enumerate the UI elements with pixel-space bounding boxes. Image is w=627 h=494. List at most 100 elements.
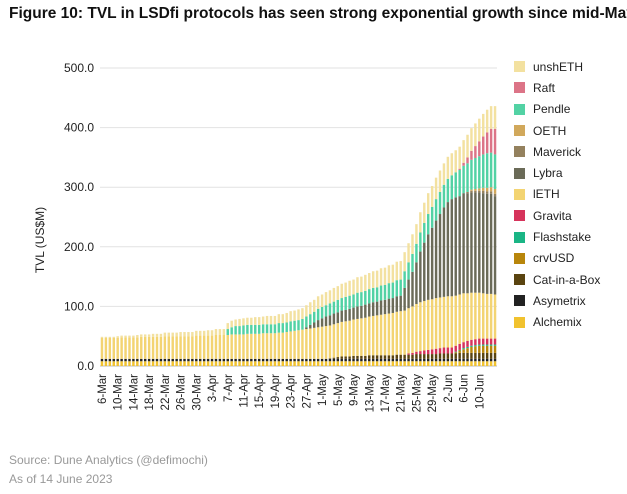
bar-stack (462, 140, 465, 366)
bar-stack (242, 318, 245, 366)
bar-stack (206, 330, 210, 366)
bar-segment (293, 361, 296, 366)
bar-stack (340, 283, 343, 366)
bar-segment (167, 336, 171, 359)
x-tick-label: 10-Mar (113, 374, 125, 411)
legend-swatch (514, 295, 525, 307)
bar-segment (328, 303, 332, 316)
bar-segment (112, 361, 115, 366)
x-tick-label: 21-May (396, 374, 408, 413)
bar-segment (269, 333, 273, 359)
bar-segment (462, 140, 465, 163)
bar-segment (124, 361, 127, 366)
bar-segment (474, 339, 477, 346)
bar-segment (257, 358, 261, 362)
bar-segment (478, 118, 481, 142)
bar-segment (454, 358, 457, 362)
bar-stack (289, 311, 292, 366)
bar-segment (316, 320, 320, 328)
bar-segment (250, 324, 253, 334)
bar-segment (214, 335, 218, 359)
bar-segment (112, 336, 115, 338)
bar-segment (462, 361, 465, 366)
bar-segment (238, 358, 241, 362)
bar-segment (489, 128, 493, 153)
bar-segment (493, 352, 497, 359)
bar-segment (485, 293, 489, 339)
bar-stack (482, 113, 485, 366)
bar-segment (344, 356, 347, 359)
bar-segment (289, 311, 292, 322)
bar-segment (474, 190, 477, 193)
bar-segment (415, 243, 418, 263)
bar-segment (458, 349, 461, 351)
bar-stack (415, 224, 418, 366)
bar-segment (489, 152, 493, 188)
legend-label: Maverick (533, 144, 582, 159)
bar-segment (446, 156, 450, 179)
bar-segment (230, 327, 233, 335)
bar-segment (485, 153, 489, 188)
bar-segment (387, 355, 391, 359)
bar-segment (230, 361, 233, 366)
bar-segment (458, 196, 461, 295)
bar-segment (336, 358, 340, 362)
bar-segment (395, 261, 398, 281)
bar-segment (316, 358, 320, 362)
bar-segment (482, 338, 485, 345)
bar-segment (423, 222, 426, 243)
legend-item: lETH (514, 184, 624, 205)
bar-segment (320, 318, 324, 327)
bar-segment (356, 277, 359, 293)
bar-segment (383, 314, 387, 356)
x-tick-label: 3-Apr (207, 374, 219, 402)
bar-stack (222, 329, 226, 366)
bar-segment (403, 252, 406, 272)
bar-segment (120, 335, 123, 338)
bar-segment (104, 358, 108, 362)
bar-segment (155, 361, 159, 366)
bar-segment (430, 186, 434, 207)
bar-segment (364, 358, 367, 362)
as-of-note: As of 14 June 2023 (9, 472, 113, 486)
bar-segment (368, 303, 371, 317)
bar-segment (458, 168, 461, 170)
bar-segment (356, 306, 359, 319)
bar-segment (324, 305, 328, 317)
bar-segment (493, 193, 497, 197)
bar-stack (159, 333, 163, 366)
bar-segment (485, 132, 489, 154)
bar-segment (147, 334, 151, 337)
bar-segment (293, 310, 296, 321)
bar-segment (242, 334, 245, 359)
bar-segment (426, 349, 430, 355)
legend-swatch (514, 146, 525, 158)
bar-segment (458, 169, 461, 197)
bar-stack (407, 243, 410, 366)
bar-segment (387, 358, 391, 362)
bar-stack (108, 336, 112, 366)
bar-segment (474, 123, 477, 147)
bar-segment (195, 335, 198, 359)
bar-stack (175, 332, 178, 366)
bar-segment (179, 332, 182, 337)
bar-segment (470, 361, 473, 366)
bar-segment (415, 304, 418, 352)
bar-segment (375, 287, 379, 302)
bar-segment (261, 358, 265, 362)
bar-segment (254, 324, 257, 334)
bar-segment (234, 334, 237, 359)
bar-segment (218, 361, 222, 366)
bar-segment (163, 361, 167, 366)
bar-segment (493, 188, 497, 194)
bar-segment (474, 352, 477, 359)
bar-segment (466, 191, 469, 194)
bar-segment (493, 196, 497, 295)
bar-segment (450, 153, 454, 176)
bar-segment (430, 227, 434, 300)
bar-segment (489, 338, 493, 345)
bar-segment (348, 358, 351, 362)
bar-segment (151, 336, 155, 359)
bar-segment (446, 202, 450, 297)
